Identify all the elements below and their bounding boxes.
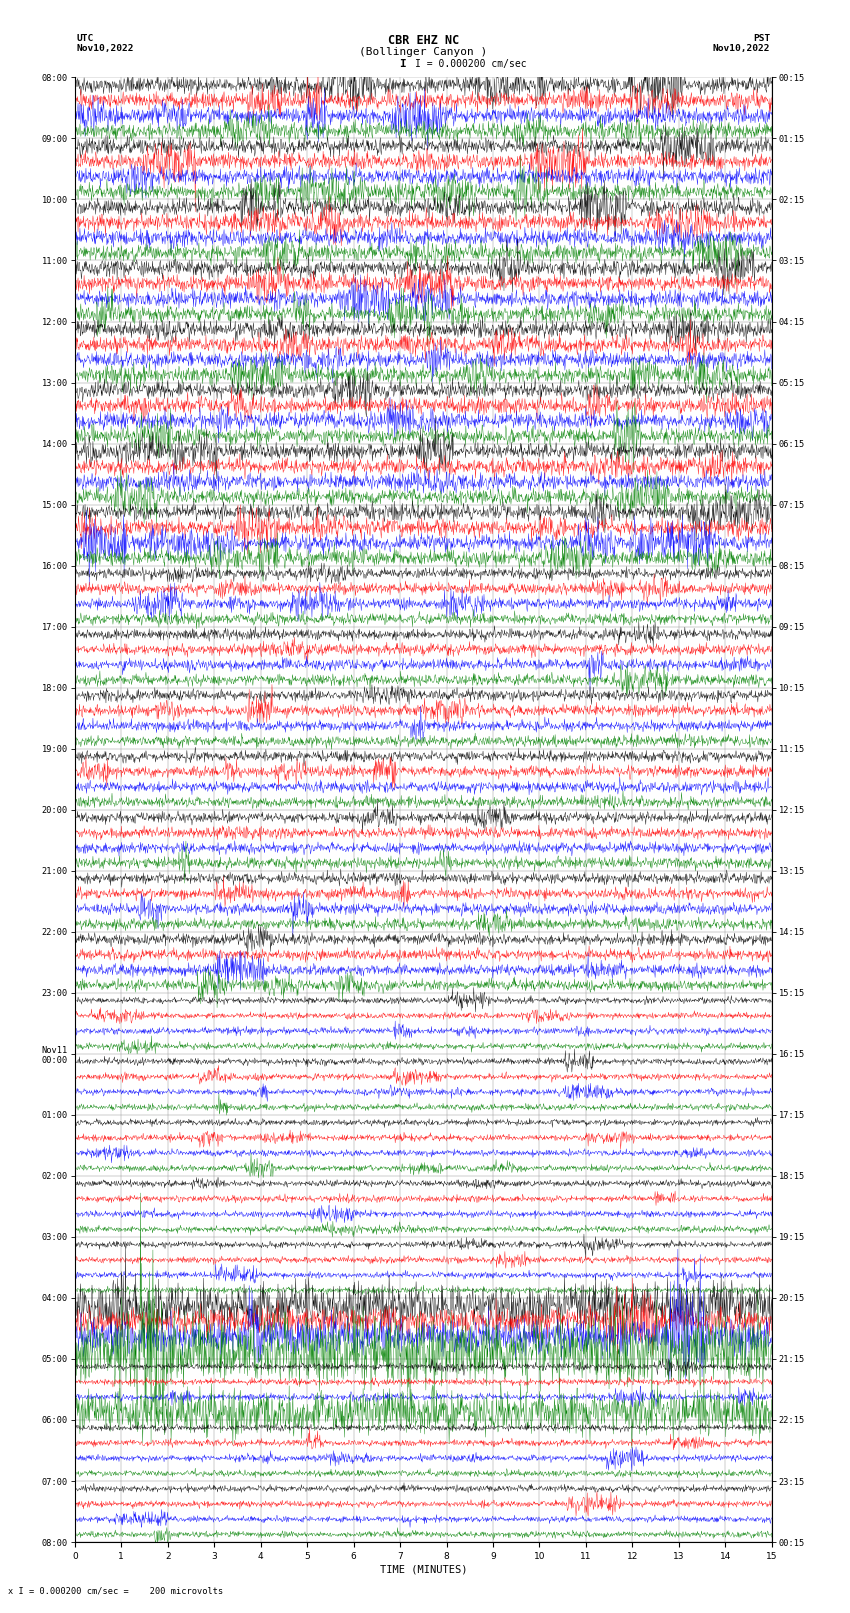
Text: PST
Nov10,2022: PST Nov10,2022 bbox=[712, 34, 770, 53]
Text: x I = 0.000200 cm/sec =    200 microvolts: x I = 0.000200 cm/sec = 200 microvolts bbox=[8, 1586, 224, 1595]
X-axis label: TIME (MINUTES): TIME (MINUTES) bbox=[380, 1565, 467, 1574]
Text: UTC
Nov10,2022: UTC Nov10,2022 bbox=[76, 34, 134, 53]
Text: (Bollinger Canyon ): (Bollinger Canyon ) bbox=[360, 47, 487, 56]
Text: I: I bbox=[399, 58, 405, 69]
Text: I = 0.000200 cm/sec: I = 0.000200 cm/sec bbox=[415, 58, 526, 69]
Text: CBR EHZ NC: CBR EHZ NC bbox=[388, 34, 459, 47]
